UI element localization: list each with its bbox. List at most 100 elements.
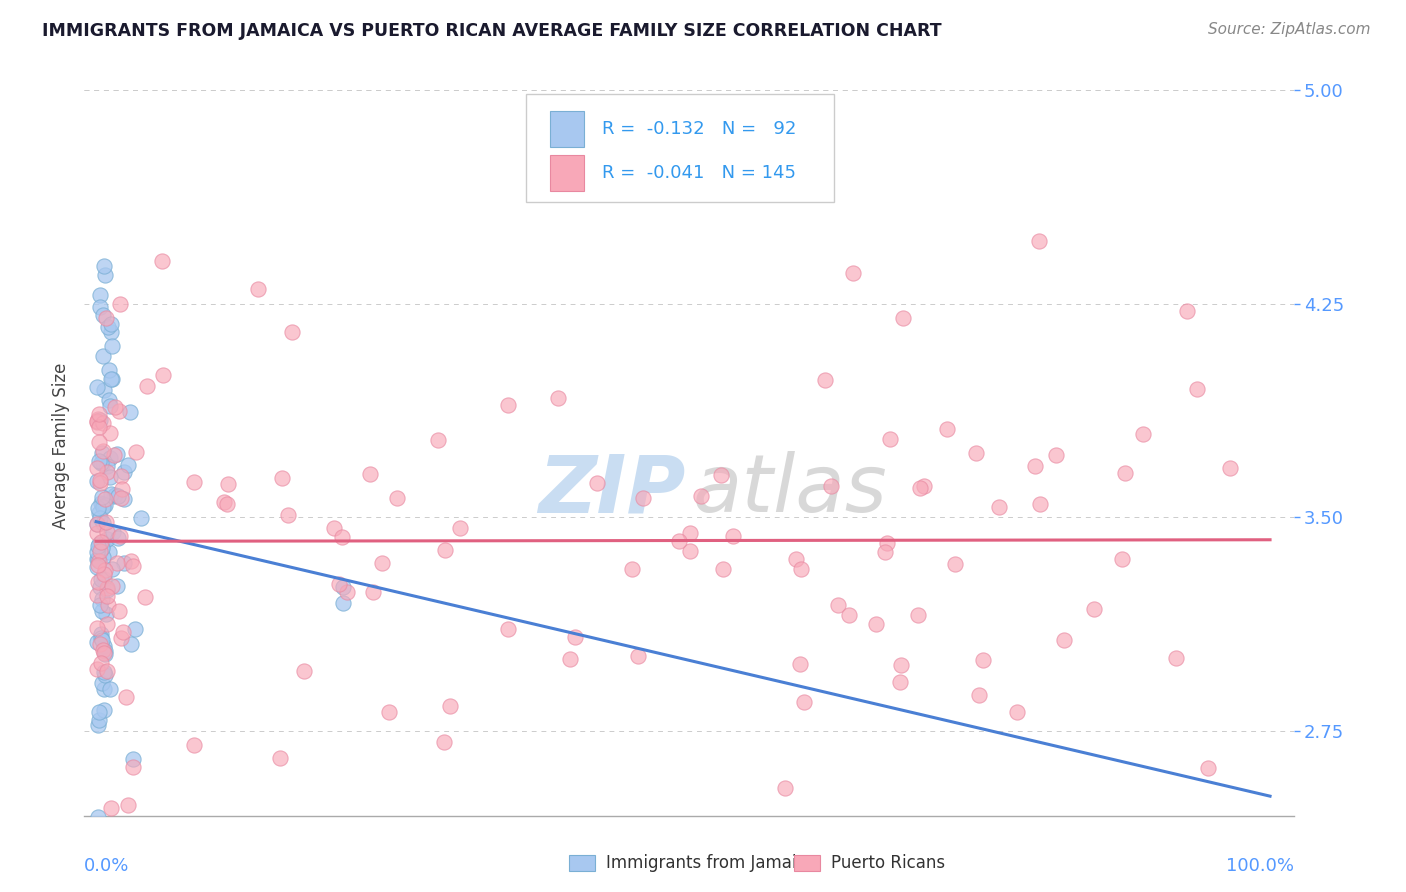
Point <box>361 585 384 599</box>
Point <box>183 738 205 752</box>
Point <box>908 481 931 495</box>
Point <box>889 675 911 690</box>
Point <box>86 560 108 574</box>
Point <box>359 467 381 481</box>
Point <box>114 690 136 704</box>
Point <box>873 545 896 559</box>
Point <box>89 554 111 568</box>
Point <box>793 695 815 709</box>
Point <box>89 473 111 487</box>
Point <box>558 651 581 665</box>
Point <box>827 599 849 613</box>
Point <box>124 623 146 637</box>
Point <box>100 426 122 441</box>
Point <box>94 515 117 529</box>
Point <box>100 800 122 814</box>
Point <box>1083 602 1105 616</box>
Point <box>89 476 111 491</box>
Point <box>91 643 114 657</box>
Point <box>785 551 807 566</box>
Point <box>111 624 134 639</box>
Point <box>112 556 135 570</box>
Point <box>111 483 134 497</box>
Point <box>108 403 131 417</box>
Point <box>621 561 644 575</box>
Point <box>152 368 174 382</box>
Point <box>90 490 112 504</box>
Point <box>100 372 122 386</box>
Bar <box>550 155 583 191</box>
Point <box>96 582 118 597</box>
FancyBboxPatch shape <box>526 95 834 202</box>
Point <box>86 588 108 602</box>
Point <box>385 491 408 505</box>
Point <box>105 447 128 461</box>
Point <box>183 475 205 489</box>
Point <box>90 456 112 470</box>
Point <box>269 751 291 765</box>
Point <box>87 718 110 732</box>
Point <box>90 446 112 460</box>
Point <box>1114 467 1136 481</box>
Point <box>108 296 131 310</box>
Text: ZIP: ZIP <box>538 451 685 530</box>
Point <box>328 577 350 591</box>
Point <box>91 537 114 551</box>
Point <box>86 558 108 572</box>
Point <box>690 489 713 503</box>
Point <box>943 557 966 571</box>
Point <box>891 310 914 325</box>
Point <box>820 479 842 493</box>
Point <box>91 541 114 555</box>
Text: 100.0%: 100.0% <box>1226 857 1294 875</box>
Text: Puerto Ricans: Puerto Ricans <box>831 855 945 872</box>
Point <box>121 752 143 766</box>
Point <box>90 534 112 549</box>
Point <box>564 630 586 644</box>
Point <box>122 558 145 573</box>
Point <box>1005 706 1028 720</box>
Point <box>93 703 115 717</box>
Point <box>112 491 135 506</box>
Point <box>86 380 108 394</box>
Point <box>103 489 125 503</box>
Point <box>86 526 108 541</box>
Point <box>100 317 122 331</box>
Text: Immigrants from Jamaica: Immigrants from Jamaica <box>606 855 815 872</box>
Point <box>93 647 115 661</box>
Point <box>281 325 304 339</box>
Point <box>120 554 142 568</box>
Point <box>586 476 609 491</box>
Point <box>790 562 813 576</box>
Point <box>912 478 935 492</box>
Point <box>433 735 456 749</box>
Point <box>1111 551 1133 566</box>
Point <box>89 573 111 587</box>
Point <box>89 706 111 720</box>
Point <box>96 459 118 474</box>
Point <box>433 542 456 557</box>
Point <box>93 639 115 653</box>
Point <box>879 432 901 446</box>
Point <box>1045 449 1067 463</box>
Point <box>96 532 118 546</box>
Point <box>1164 651 1187 665</box>
Point <box>93 500 115 515</box>
Point <box>967 688 990 702</box>
Point <box>626 648 648 663</box>
Point <box>332 580 354 594</box>
Point <box>965 446 987 460</box>
Point <box>108 529 131 543</box>
Point <box>1029 497 1052 511</box>
Point <box>93 259 115 273</box>
Point <box>93 681 115 696</box>
Y-axis label: Average Family Size: Average Family Size <box>52 363 70 529</box>
Point <box>112 465 135 479</box>
Point <box>98 399 121 413</box>
Point <box>710 468 733 483</box>
Text: IMMIGRANTS FROM JAMAICA VS PUERTO RICAN AVERAGE FAMILY SIZE CORRELATION CHART: IMMIGRANTS FROM JAMAICA VS PUERTO RICAN … <box>42 22 942 40</box>
Point <box>842 266 865 280</box>
Point <box>96 617 118 632</box>
Point <box>94 563 117 577</box>
Point <box>773 780 796 795</box>
